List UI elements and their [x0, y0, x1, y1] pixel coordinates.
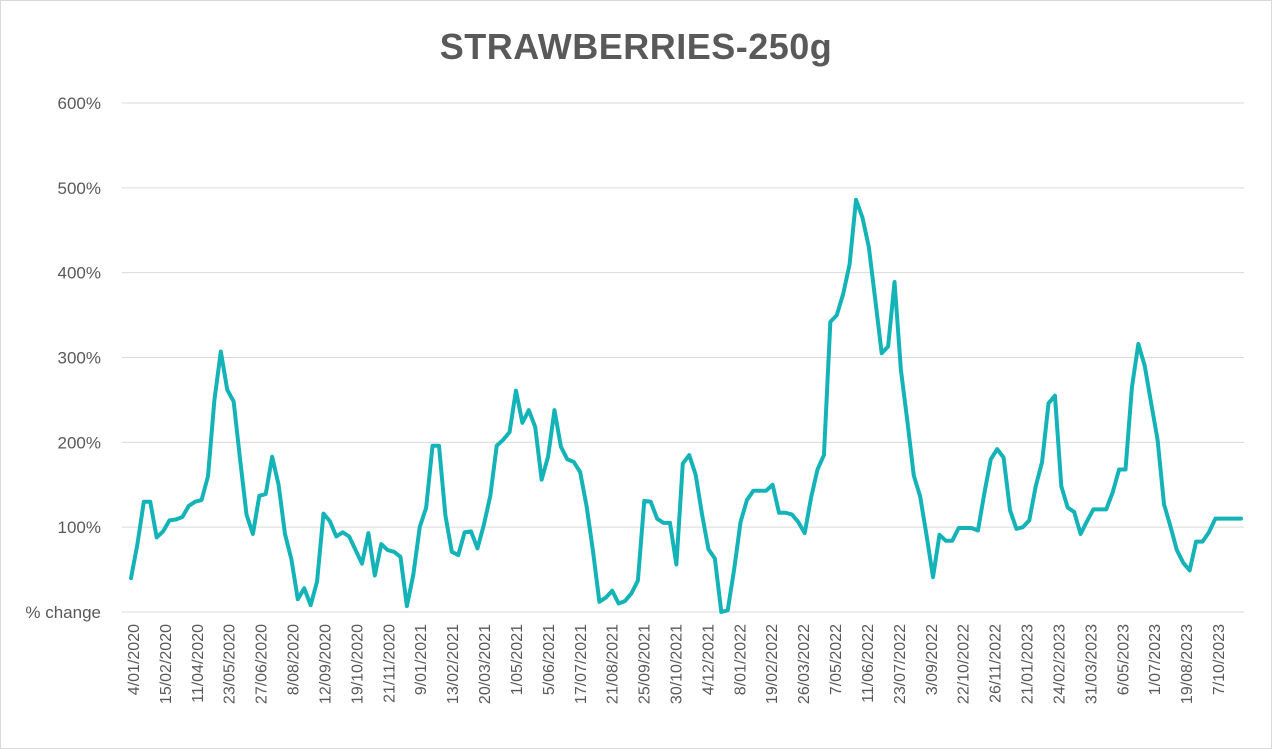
x-tick-label: 5/06/2021	[541, 624, 558, 695]
y-tick-label: 400%	[58, 264, 101, 283]
x-tick-label: 9/01/2021	[413, 624, 430, 695]
x-tick-label: 6/05/2023	[1115, 624, 1132, 695]
x-tick-label: 26/11/2022	[988, 624, 1005, 703]
chart-title: STRAWBERRIES-250g	[439, 26, 833, 67]
x-axis-ticks: 4/01/2020 15/02/2020 11/04/2020 23/05/2020 2…	[126, 624, 1228, 704]
x-tick-label: 8/08/2020	[286, 624, 303, 695]
x-tick-label: 4/12/2021	[700, 624, 717, 695]
x-tick-label: 3/09/2022	[924, 624, 941, 695]
x-tick-label: 22/10/2022	[956, 624, 973, 704]
x-tick-label: 7/05/2022	[828, 624, 845, 695]
x-tick-label: 31/03/2023	[1083, 624, 1100, 704]
x-tick-label: 4/01/2020	[126, 624, 143, 695]
x-tick-label: 15/02/2020	[158, 624, 175, 704]
y-axis-ticks: % change 100% 200% 300% 400% 500% 600%	[25, 94, 101, 622]
x-tick-label: 21/08/2021	[605, 624, 622, 704]
y-tick-label-zero: % change	[25, 603, 101, 622]
x-tick-label: 19/08/2023	[1179, 624, 1196, 704]
x-tick-label: 11/04/2020	[190, 624, 207, 703]
x-tick-label: 24/02/2023	[1051, 624, 1068, 704]
x-tick-label: 11/06/2022	[860, 624, 877, 703]
x-tick-label: 17/07/2021	[573, 624, 590, 704]
x-tick-label: 30/10/2021	[669, 624, 686, 704]
x-tick-label: 26/03/2022	[796, 624, 813, 704]
x-tick-label: 21/01/2023	[1020, 624, 1037, 704]
x-tick-label: 19/10/2020	[349, 624, 366, 704]
x-tick-label: 8/01/2022	[732, 624, 749, 695]
x-tick-label: 27/06/2020	[254, 624, 271, 704]
x-tick-label: 1/05/2021	[509, 624, 526, 695]
y-tick-label: 300%	[58, 349, 101, 368]
x-tick-label: 19/02/2022	[764, 624, 781, 704]
y-tick-label: 500%	[58, 179, 101, 198]
x-tick-label: 25/09/2021	[637, 624, 654, 704]
y-tick-label: 600%	[58, 94, 101, 113]
x-tick-label: 13/02/2021	[445, 624, 462, 704]
x-tick-label: 1/07/2023	[1147, 624, 1164, 695]
x-tick-label: 23/05/2020	[222, 624, 239, 704]
x-tick-label: 21/11/2020	[381, 624, 398, 703]
x-tick-label: 7/10/2023	[1211, 624, 1228, 695]
x-tick-label: 20/03/2021	[477, 624, 494, 704]
series-line	[129, 197, 1243, 614]
gridlines	[122, 102, 1244, 613]
x-tick-label: 12/09/2020	[317, 624, 334, 704]
y-tick-label: 200%	[58, 433, 101, 452]
x-tick-label: 23/07/2022	[892, 624, 909, 704]
series-group	[129, 197, 1243, 614]
y-tick-label: 100%	[58, 518, 101, 537]
